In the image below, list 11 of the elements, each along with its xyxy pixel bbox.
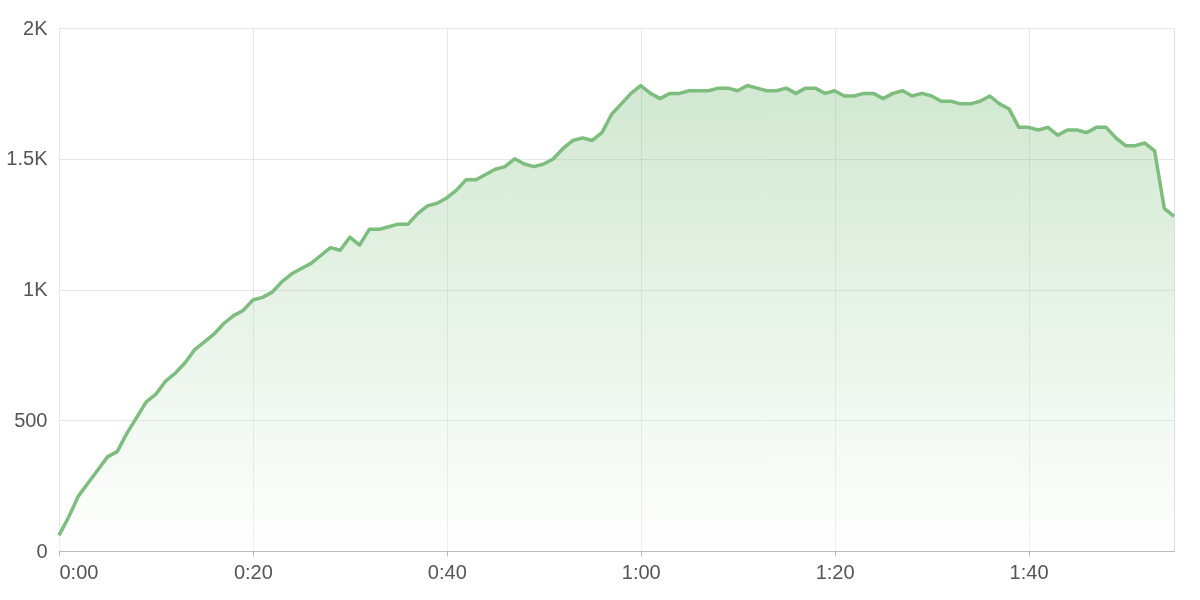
y-tick-label: 1.5K — [6, 147, 49, 170]
x-tick-label: 1:40 — [1009, 560, 1049, 583]
y-tick-label: 1K — [23, 278, 49, 300]
y-tick-label: 0 — [36, 539, 48, 562]
x-tick-label: 1:00 — [621, 560, 661, 583]
x-tick-label: 0:40 — [427, 560, 467, 583]
x-tick-label: 0:20 — [233, 560, 273, 583]
x-tick-label: 1:20 — [815, 560, 855, 583]
x-tick-label: 0:00 — [59, 560, 99, 583]
y-tick-label: 2K — [23, 16, 49, 39]
y-tick-label: 500 — [14, 408, 48, 431]
